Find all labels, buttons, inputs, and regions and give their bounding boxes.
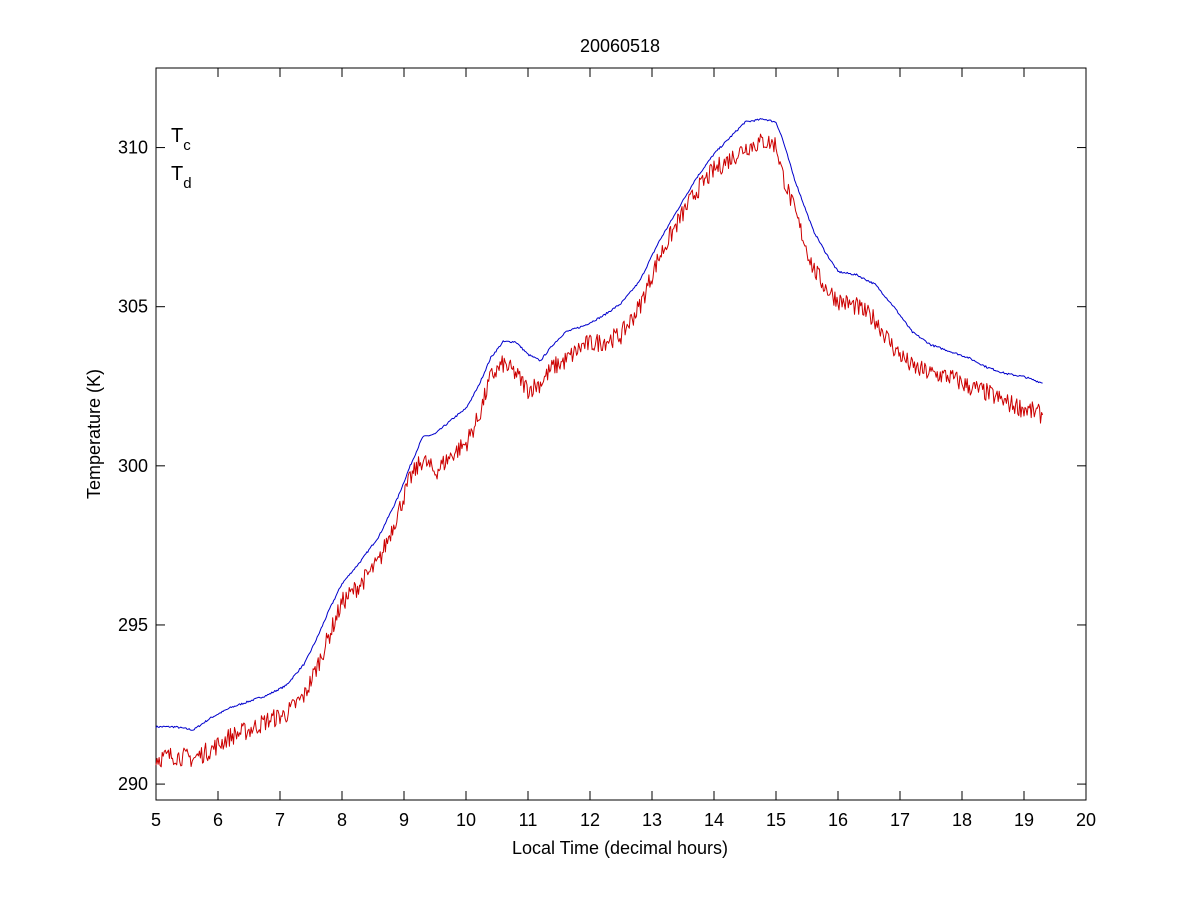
chart-title: 20060518 <box>580 36 660 56</box>
x-tick-label: 16 <box>828 810 848 830</box>
x-tick-label: 19 <box>1014 810 1034 830</box>
x-tick-label: 6 <box>213 810 223 830</box>
series-line-td <box>155 133 1044 768</box>
x-tick-label: 9 <box>399 810 409 830</box>
x-tick-label: 8 <box>337 810 347 830</box>
x-tick-label: 20 <box>1076 810 1096 830</box>
legend-entry-symbol: T <box>171 163 183 185</box>
y-tick-label: 290 <box>118 774 148 794</box>
x-axis-label: Local Time (decimal hours) <box>512 838 728 858</box>
x-tick-label: 12 <box>580 810 600 830</box>
x-axis: 5 6 7 8 9 10 11 12 13 14 15 16 17 18 19 20 <box>151 68 1096 830</box>
y-axis-label: Temperature (K) <box>84 369 104 499</box>
plot-frame <box>155 67 1087 801</box>
x-tick-label: 11 <box>519 810 538 830</box>
y-axis: 290 295 300 305 310 <box>118 138 1086 794</box>
legend-entry-subscript: d <box>183 175 191 192</box>
legend-entry: Tc <box>171 125 191 154</box>
x-tick-label: 5 <box>151 810 161 830</box>
y-tick-label: 310 <box>118 138 148 158</box>
legend-entry-subscript: c <box>183 137 191 154</box>
y-tick-label: 295 <box>118 615 148 635</box>
series-line-tc <box>155 118 1043 731</box>
x-tick-label: 10 <box>456 810 476 830</box>
series-group <box>155 118 1044 768</box>
plot-area: 5 6 7 8 9 10 11 12 13 14 15 16 17 18 19 20 290 295 300 305… <box>118 67 1096 830</box>
x-tick-label: 14 <box>704 810 724 830</box>
x-tick-label: 7 <box>275 810 285 830</box>
legend-entry: Td <box>171 163 192 192</box>
legend-entry-symbol: T <box>171 125 183 147</box>
x-tick-label: 18 <box>952 810 972 830</box>
y-tick-label: 300 <box>118 456 148 476</box>
x-tick-label: 13 <box>642 810 662 830</box>
x-tick-label: 17 <box>890 810 910 830</box>
x-tick-label: 15 <box>766 810 786 830</box>
y-tick-label: 305 <box>118 297 148 317</box>
